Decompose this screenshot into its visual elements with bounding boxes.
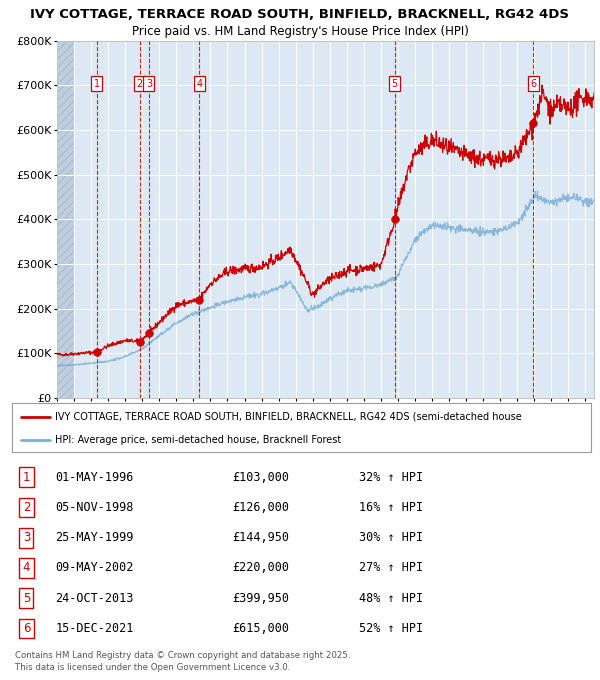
- Text: 09-MAY-2002: 09-MAY-2002: [55, 562, 134, 575]
- Text: 15-DEC-2021: 15-DEC-2021: [55, 622, 134, 635]
- Text: 52% ↑ HPI: 52% ↑ HPI: [359, 622, 424, 635]
- Text: 6: 6: [530, 79, 536, 88]
- Text: 1: 1: [23, 471, 30, 483]
- Text: £144,950: £144,950: [232, 531, 289, 544]
- Text: 4: 4: [23, 562, 30, 575]
- Text: £103,000: £103,000: [232, 471, 289, 483]
- Text: 01-MAY-1996: 01-MAY-1996: [55, 471, 134, 483]
- Text: 3: 3: [146, 79, 152, 88]
- Text: 6: 6: [23, 622, 30, 635]
- Text: This data is licensed under the Open Government Licence v3.0.: This data is licensed under the Open Gov…: [15, 663, 290, 672]
- Text: 27% ↑ HPI: 27% ↑ HPI: [359, 562, 424, 575]
- Text: HPI: Average price, semi-detached house, Bracknell Forest: HPI: Average price, semi-detached house,…: [55, 435, 341, 445]
- Text: 3: 3: [23, 531, 30, 544]
- Text: £399,950: £399,950: [232, 592, 289, 605]
- Text: Price paid vs. HM Land Registry's House Price Index (HPI): Price paid vs. HM Land Registry's House …: [131, 25, 469, 38]
- Text: 25-MAY-1999: 25-MAY-1999: [55, 531, 134, 544]
- Text: £126,000: £126,000: [232, 501, 289, 514]
- Text: 24-OCT-2013: 24-OCT-2013: [55, 592, 134, 605]
- Text: Contains HM Land Registry data © Crown copyright and database right 2025.: Contains HM Land Registry data © Crown c…: [15, 651, 350, 660]
- Text: 5: 5: [392, 79, 398, 88]
- Text: £615,000: £615,000: [232, 622, 289, 635]
- Text: 16% ↑ HPI: 16% ↑ HPI: [359, 501, 424, 514]
- Text: 05-NOV-1998: 05-NOV-1998: [55, 501, 134, 514]
- Text: 48% ↑ HPI: 48% ↑ HPI: [359, 592, 424, 605]
- Text: IVY COTTAGE, TERRACE ROAD SOUTH, BINFIELD, BRACKNELL, RG42 4DS: IVY COTTAGE, TERRACE ROAD SOUTH, BINFIEL…: [31, 8, 569, 21]
- Text: 2: 2: [23, 501, 30, 514]
- Text: 30% ↑ HPI: 30% ↑ HPI: [359, 531, 424, 544]
- Text: 1: 1: [94, 79, 100, 88]
- Text: 2: 2: [136, 79, 143, 88]
- Text: 4: 4: [196, 79, 202, 88]
- Text: £220,000: £220,000: [232, 562, 289, 575]
- Text: 32% ↑ HPI: 32% ↑ HPI: [359, 471, 424, 483]
- Text: 5: 5: [23, 592, 30, 605]
- Bar: [57, 41, 74, 398]
- Text: IVY COTTAGE, TERRACE ROAD SOUTH, BINFIELD, BRACKNELL, RG42 4DS (semi-detached ho: IVY COTTAGE, TERRACE ROAD SOUTH, BINFIEL…: [55, 412, 522, 422]
